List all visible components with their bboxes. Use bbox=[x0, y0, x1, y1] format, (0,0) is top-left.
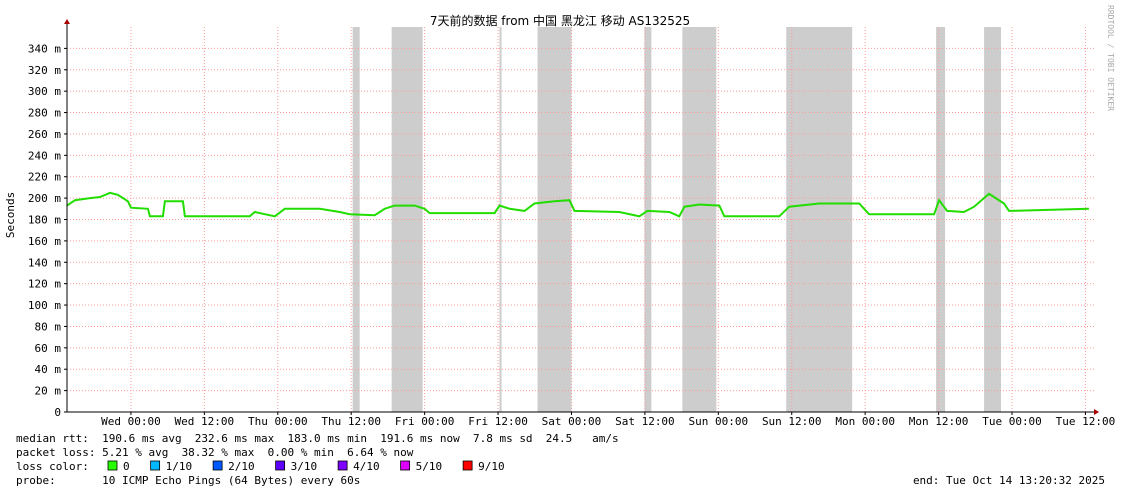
x-tick-label: Fri 00:00 bbox=[395, 415, 455, 428]
x-tick-label: Sat 00:00 bbox=[542, 415, 602, 428]
end-time: end: Tue Oct 14 13:20:32 2025 bbox=[913, 474, 1105, 487]
median-line bbox=[66, 191, 1089, 218]
x-tick-label: Wed 12:00 bbox=[175, 415, 235, 428]
x-tick-label: Sun 12:00 bbox=[762, 415, 822, 428]
y-tick-label: 300 m bbox=[28, 85, 61, 98]
y-axis-label: Seconds bbox=[4, 192, 17, 238]
x-tick-label: Mon 00:00 bbox=[835, 415, 895, 428]
y-tick-label: 60 m bbox=[35, 342, 62, 355]
y-tick-label: 40 m bbox=[35, 363, 62, 376]
loss-swatch bbox=[275, 460, 286, 471]
loss-legend-entry: 3/10 bbox=[291, 460, 318, 473]
loss-legend-entry: 1/10 bbox=[166, 460, 193, 473]
smoke-range bbox=[984, 27, 1001, 412]
loss-swatch bbox=[150, 460, 161, 471]
loss-swatch bbox=[107, 460, 118, 471]
y-tick-label: 180 m bbox=[28, 214, 61, 227]
x-tick-label: Tue 12:00 bbox=[1056, 415, 1116, 428]
loss-legend-entry: 0 bbox=[123, 460, 130, 473]
y-tick-label: 320 m bbox=[28, 64, 61, 77]
y-arrow bbox=[64, 19, 70, 24]
loss-swatch bbox=[400, 460, 411, 471]
y-tick-label: 20 m bbox=[35, 385, 62, 398]
smoke-range bbox=[391, 27, 423, 412]
y-tick-label: 100 m bbox=[28, 299, 61, 312]
y-tick-label: 280 m bbox=[28, 107, 61, 120]
loss-swatch bbox=[337, 460, 348, 471]
x-tick-label: Fri 12:00 bbox=[468, 415, 528, 428]
y-tick-label: 260 m bbox=[28, 128, 61, 141]
chart-title: 7天前的数据 from 中国 黑龙江 移动 AS132525 bbox=[430, 13, 690, 28]
x-tick-label: Wed 00:00 bbox=[101, 415, 161, 428]
probe-info: probe: 10 ICMP Echo Pings (64 Bytes) eve… bbox=[16, 474, 360, 487]
stats-loss: packet loss: 5.21 % avg 38.32 % max 0.00… bbox=[16, 446, 414, 459]
y-tick-label: 240 m bbox=[28, 149, 61, 162]
loss-legend-entry: 9/10 bbox=[478, 460, 505, 473]
smoke-range bbox=[682, 27, 717, 412]
x-tick-label: Thu 12:00 bbox=[321, 415, 381, 428]
loss-legend-entry: 5/10 bbox=[416, 460, 443, 473]
stats-rtt: median rtt: 190.6 ms avg 232.6 ms max 18… bbox=[16, 432, 619, 445]
x-tick-label: Mon 12:00 bbox=[909, 415, 969, 428]
y-tick-label: 0 bbox=[54, 406, 61, 419]
x-tick-label: Tue 00:00 bbox=[982, 415, 1042, 428]
loss-legend-entry: 2/10 bbox=[228, 460, 255, 473]
y-tick-label: 120 m bbox=[28, 278, 61, 291]
y-tick-label: 80 m bbox=[35, 320, 62, 333]
x-tick-label: Sun 00:00 bbox=[689, 415, 749, 428]
loss-legend-entry: 4/10 bbox=[353, 460, 380, 473]
y-tick-label: 200 m bbox=[28, 192, 61, 205]
smoke-range bbox=[537, 27, 572, 412]
y-tick-label: 160 m bbox=[28, 235, 61, 248]
y-tick-label: 140 m bbox=[28, 256, 61, 269]
smoke-range bbox=[352, 27, 360, 412]
y-tick-label: 220 m bbox=[28, 171, 61, 184]
watermark: RRDTOOL / TOBI OETIKER bbox=[1106, 5, 1115, 111]
x-arrow bbox=[1094, 409, 1099, 415]
x-tick-label: Sat 12:00 bbox=[615, 415, 675, 428]
x-tick-label: Thu 00:00 bbox=[248, 415, 308, 428]
loss-swatch bbox=[462, 460, 473, 471]
loss-legend-label: loss color: bbox=[16, 460, 89, 473]
smoke-range bbox=[644, 27, 652, 412]
smoke-range bbox=[499, 27, 502, 412]
loss-swatch bbox=[212, 460, 223, 471]
y-tick-label: 340 m bbox=[28, 42, 61, 55]
plot-area bbox=[66, 27, 1094, 413]
